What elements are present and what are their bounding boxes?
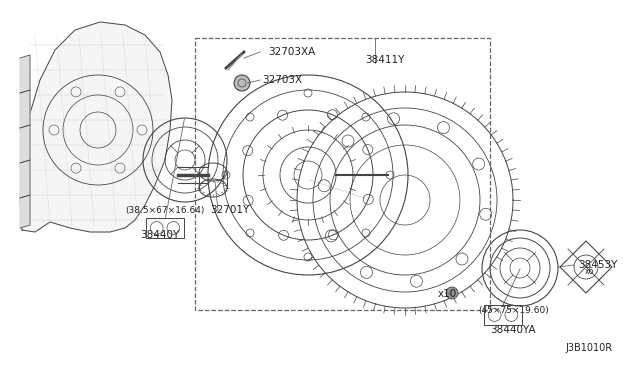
Text: 38453Y: 38453Y bbox=[578, 260, 618, 270]
Text: x6: x6 bbox=[584, 267, 594, 276]
Text: 38411Y: 38411Y bbox=[365, 55, 404, 65]
Circle shape bbox=[234, 75, 250, 91]
Text: x10: x10 bbox=[438, 289, 457, 299]
Polygon shape bbox=[20, 22, 172, 232]
Bar bbox=[484, 305, 522, 325]
Polygon shape bbox=[20, 90, 30, 128]
Text: 38440Y: 38440Y bbox=[140, 230, 179, 240]
Bar bbox=[195, 38, 490, 310]
Text: 32703X: 32703X bbox=[262, 75, 302, 85]
Text: (45×75×19.60): (45×75×19.60) bbox=[478, 305, 548, 314]
Polygon shape bbox=[20, 160, 30, 198]
Circle shape bbox=[446, 287, 458, 299]
Text: 32703XA: 32703XA bbox=[268, 47, 316, 57]
Text: 38440YA: 38440YA bbox=[490, 325, 536, 335]
Polygon shape bbox=[20, 55, 30, 93]
Polygon shape bbox=[20, 195, 30, 228]
Text: 32701Y: 32701Y bbox=[210, 205, 249, 215]
Polygon shape bbox=[20, 125, 30, 163]
Text: (38.5×67×16.64): (38.5×67×16.64) bbox=[125, 205, 204, 215]
Bar bbox=[146, 218, 184, 238]
Text: J3B1010R: J3B1010R bbox=[565, 343, 612, 353]
